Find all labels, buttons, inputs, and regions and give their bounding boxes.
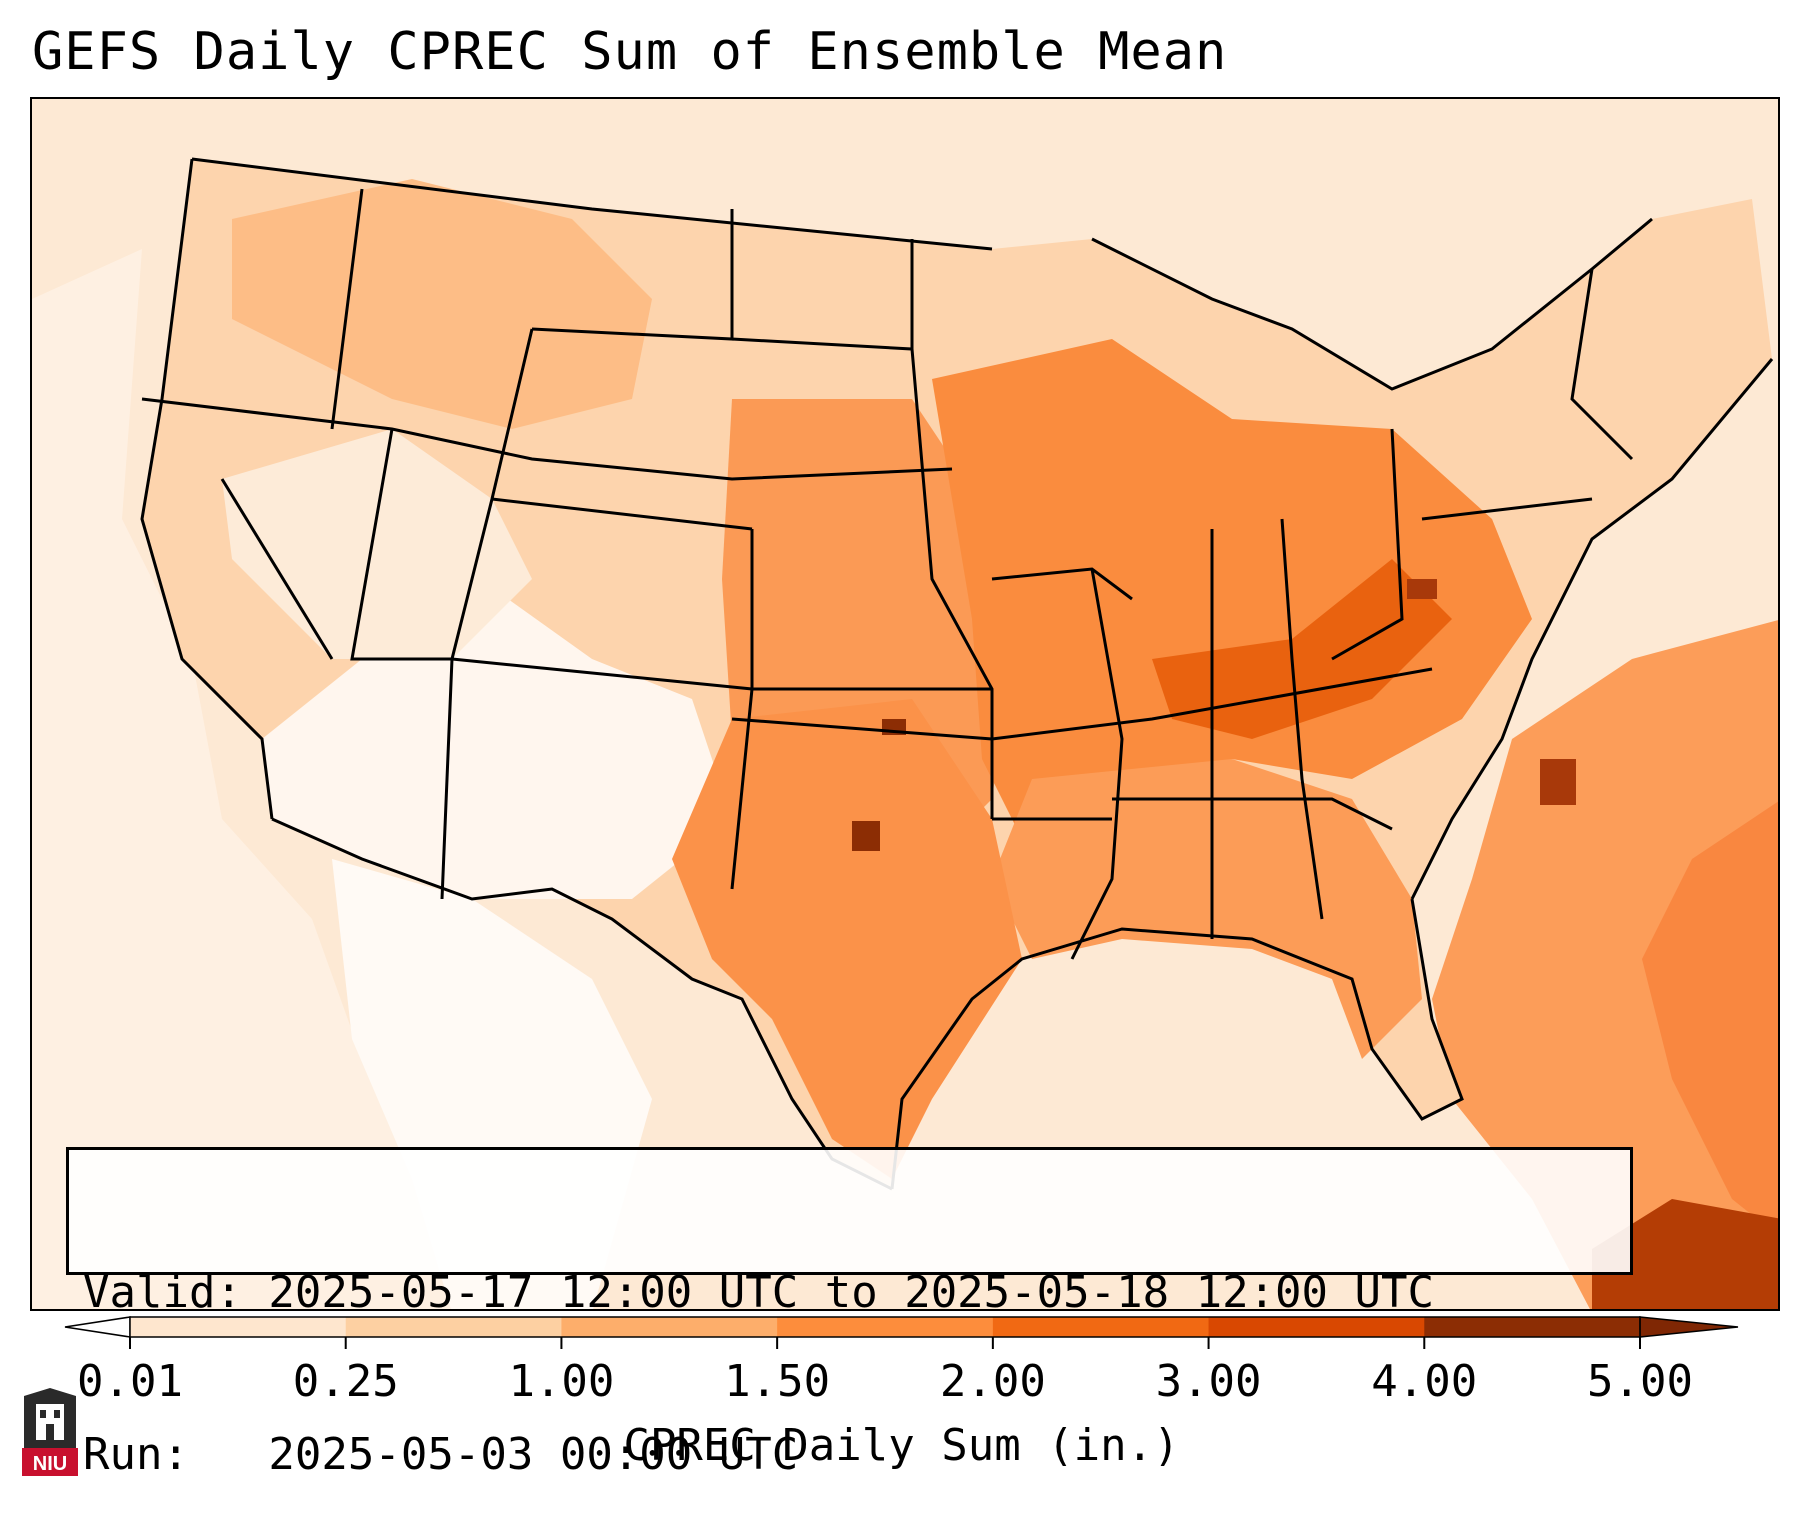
state-line <box>1070 568 1124 960</box>
run-time-text: Run: 2025-05-03 00:00 UTC <box>83 1429 799 1480</box>
boundary-lines <box>140 157 1774 1191</box>
southeast-field <box>992 759 1422 1059</box>
state-line <box>910 348 994 819</box>
canada-border <box>191 157 993 251</box>
validity-info-box: Valid: 2025-05-17 12:00 UTC to 2025-05-1… <box>66 1147 1633 1480</box>
atlantic-field-inner <box>1642 801 1778 1236</box>
colorbar-title: CPREC Daily Sum (in.) <box>623 1420 1180 1471</box>
precip-map <box>30 97 1780 1311</box>
caribbean-field <box>1592 1199 1778 1309</box>
logo-door <box>46 1424 54 1440</box>
state-line <box>731 667 1433 741</box>
state-line <box>1280 518 1324 920</box>
colorbar-segment <box>345 1317 562 1337</box>
logo-window <box>54 1410 60 1418</box>
northwest-field <box>232 179 652 429</box>
atlantic-field <box>1432 620 1778 1309</box>
colorbar-segment <box>130 1317 347 1337</box>
precip-map-canvas <box>32 99 1778 1309</box>
colorbar-segments <box>64 1316 1739 1338</box>
colorbar-segment <box>561 1317 778 1337</box>
colorbar <box>64 1316 1739 1349</box>
state-line <box>1570 268 1634 461</box>
state-line <box>730 529 754 890</box>
colorbar-tick-label: 2.00 <box>939 1356 1046 1407</box>
logo-window <box>40 1410 46 1418</box>
state-line <box>1112 797 1393 831</box>
colorbar-under-arrow <box>64 1316 131 1338</box>
gulf-coast <box>890 898 1464 1190</box>
colorbar-tick-label: 1.00 <box>508 1356 615 1407</box>
state-line <box>220 478 334 660</box>
mexico-border <box>271 817 893 1191</box>
southern-plains-field <box>672 699 1022 1179</box>
great-basin-field <box>222 429 532 659</box>
state-line <box>440 328 534 900</box>
niu-logo: NIU <box>22 1388 78 1476</box>
colorbar-tick-label: 0.25 <box>292 1356 399 1407</box>
state-line <box>350 428 452 661</box>
state-line <box>330 188 364 430</box>
pacific-field <box>32 249 452 1309</box>
logo-text: NIU <box>33 1453 67 1475</box>
colorbar-segment <box>1208 1317 1425 1337</box>
state-line <box>141 397 953 481</box>
colorbar-outline <box>129 1316 1641 1338</box>
map-title: GEFS Daily CPREC Sum of Ensemble Mean <box>32 22 1228 82</box>
east-coast <box>1410 358 1774 900</box>
colorbar-over-arrow <box>1639 1316 1739 1338</box>
colorbar-segment <box>992 1317 1210 1337</box>
colorbar-segment <box>777 1317 994 1337</box>
max-cell-tx <box>852 821 880 851</box>
colorbar-tick-label: 1.50 <box>724 1356 831 1407</box>
colorbar-segment <box>1424 1317 1641 1337</box>
colorbar-tick-label: 3.00 <box>1155 1356 1262 1407</box>
ohio-valley-field <box>1152 559 1452 739</box>
colorbar-tick-label: 4.00 <box>1371 1356 1478 1407</box>
max-cell-wv <box>1407 579 1437 599</box>
state-line <box>491 497 753 531</box>
colorbar-tick-label: 5.00 <box>1587 1356 1693 1407</box>
west-coast <box>140 158 274 820</box>
colorbar-tick-label: 0.01 <box>77 1356 183 1407</box>
state-line <box>1421 497 1593 521</box>
colorbar-ticks <box>129 1337 1641 1349</box>
logo-banner <box>22 1448 78 1476</box>
max-cell-nc <box>1540 759 1576 805</box>
state-line <box>1331 428 1404 661</box>
valid-time-text: Valid: 2025-05-17 12:00 UTC to 2025-05-1… <box>83 1267 1435 1318</box>
